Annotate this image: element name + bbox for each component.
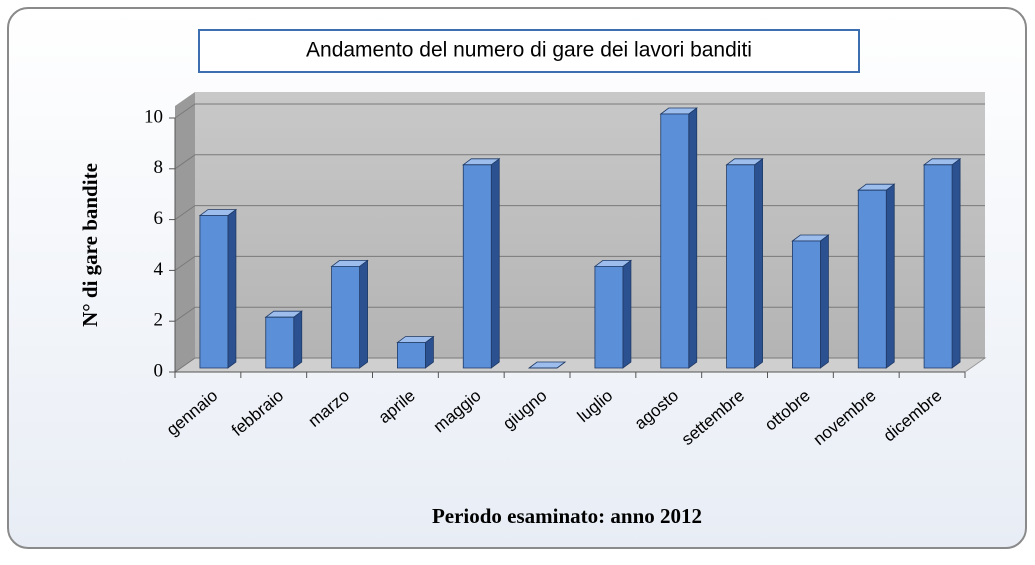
bar-front [857, 189, 887, 369]
bar-front [923, 164, 953, 369]
bar-front [265, 316, 295, 369]
bar-side [688, 107, 698, 369]
grid-line [174, 154, 985, 170]
x-axis-title: Periodo esaminato: anno 2012 [432, 504, 702, 528]
bar-front [726, 164, 755, 369]
bar [264, 310, 303, 369]
bar-front [594, 265, 624, 369]
title-box [198, 29, 860, 73]
bar-side [359, 259, 368, 369]
bar [659, 107, 698, 369]
y-tick-label: 6 [154, 208, 164, 229]
bar [725, 158, 764, 369]
grid-line [174, 255, 985, 271]
bar [857, 183, 896, 369]
bar-side [293, 310, 303, 369]
y-axis-title: N° di gare bandite [78, 163, 102, 327]
bar-side [885, 183, 895, 369]
bar-front [792, 240, 821, 369]
bar-side [820, 234, 829, 369]
bar-front [397, 342, 426, 369]
bar-side [951, 158, 961, 369]
bar [330, 259, 369, 369]
y-tick-label: 8 [154, 157, 164, 178]
side-wall [175, 92, 195, 372]
bar [791, 234, 830, 369]
bar [198, 208, 238, 369]
bar [593, 259, 633, 369]
chart-title: Andamento del numero di gare dei lavori … [306, 39, 752, 62]
bar-side [490, 158, 500, 369]
bar-side [622, 259, 632, 369]
y-tick-label: 0 [154, 360, 164, 381]
grid-line [174, 205, 985, 221]
y-tick-label: 4 [154, 259, 164, 280]
bar-front [199, 215, 229, 369]
bar [396, 335, 435, 369]
grid-line [174, 103, 985, 119]
bar-side [227, 208, 237, 369]
back-wall [195, 92, 985, 358]
bar [922, 158, 962, 369]
bar [462, 158, 501, 369]
bar-side [754, 158, 763, 369]
grid-line [174, 357, 985, 373]
bar-front [660, 113, 690, 369]
bar-front [462, 164, 492, 369]
bar-front [331, 265, 360, 369]
grid-line [174, 306, 985, 322]
y-tick-label: 10 [144, 106, 163, 127]
bar [527, 361, 567, 369]
y-tick-label: 2 [154, 310, 164, 331]
